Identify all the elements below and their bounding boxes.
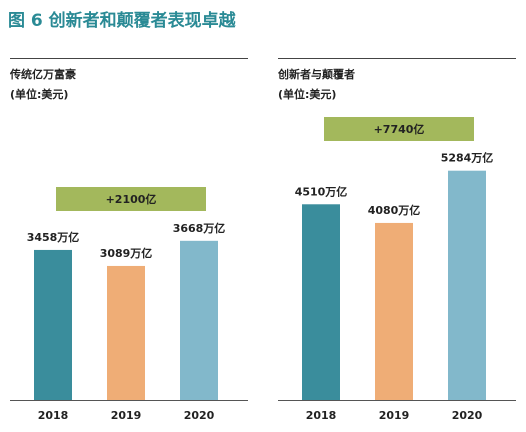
- left-tick-label-2019: 2019: [111, 409, 142, 422]
- right-bar-chart: 4510万亿 2018 4080万亿 2019 5284万亿 2020 +7740亿: [278, 117, 516, 422]
- right-bar-2020: [448, 170, 486, 400]
- right-panel-title: 创新者与颠覆者: [278, 68, 355, 81]
- right-tick-label-2019: 2019: [379, 409, 410, 422]
- right-value-label-2020: 5284万亿: [441, 151, 494, 165]
- right-bar-2018: [302, 204, 340, 400]
- left-bar-2018: [34, 249, 72, 400]
- left-tick-label-2020: 2020: [184, 409, 215, 422]
- right-tick-label-2018: 2018: [306, 409, 337, 422]
- left-value-label-2019: 3089万亿: [100, 246, 153, 260]
- right-value-label-2018: 4510万亿: [295, 184, 348, 198]
- left-bar-chart: 3458万亿 2018 3089万亿 2019 3668万亿 2020 +2100亿: [10, 187, 248, 422]
- left-panel-rule: [10, 58, 248, 59]
- right-panel-unit: (单位:美元): [278, 88, 337, 101]
- right-bar-2019: [375, 222, 413, 400]
- right-value-label-2019: 4080万亿: [368, 203, 421, 217]
- right-tick-label-2020: 2020: [452, 409, 483, 422]
- left-value-label-2018: 3458万亿: [27, 230, 80, 244]
- left-panel-title: 传统亿万富豪: [10, 68, 76, 81]
- left-bar-2020: [180, 240, 218, 400]
- left-growth-badge-label: +2100亿: [106, 192, 157, 206]
- left-growth-badge: [56, 187, 206, 211]
- right-panel-rule: [278, 58, 516, 59]
- left-tick-label-2018: 2018: [38, 409, 69, 422]
- left-panel-unit: (单位:美元): [10, 88, 69, 101]
- left-bar-2019: [107, 265, 145, 400]
- left-value-label-2020: 3668万亿: [173, 221, 226, 235]
- right-growth-badge: [324, 117, 474, 141]
- right-growth-badge-label: +7740亿: [374, 122, 425, 136]
- figure-title: 图 6 创新者和颠覆者表现卓越: [8, 11, 236, 31]
